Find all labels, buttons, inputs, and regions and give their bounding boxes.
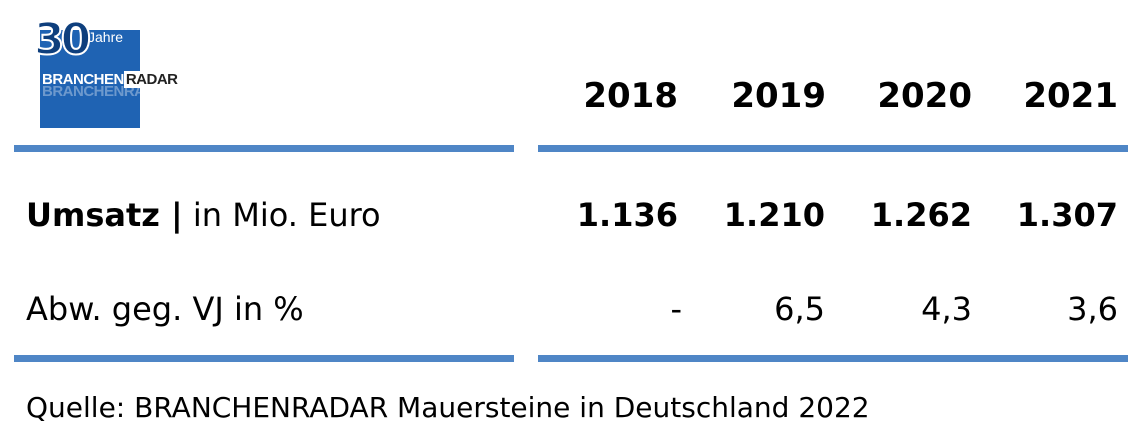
cell-umsatz-2021: 1.307: [1016, 196, 1118, 234]
logo-brand-accent: RADAR: [123, 71, 180, 88]
column-header-2018: 2018: [583, 76, 678, 116]
logo-anniversary-number: 30: [33, 13, 92, 66]
column-header-2019: 2019: [731, 76, 826, 116]
header-rule-right: [538, 145, 1128, 152]
logo-brand-main: BRANCHEN: [42, 71, 124, 88]
source-note: Quelle: BRANCHENRADAR Mauersteine in Deu…: [26, 391, 870, 424]
cell-abweichung-2020: 4,3: [921, 290, 972, 328]
cell-abweichung-2018: -: [670, 290, 682, 328]
cell-abweichung-2019: 6,5: [774, 290, 825, 328]
row-label-umsatz: Umsatz | in Mio. Euro: [26, 196, 381, 234]
row-label-abweichung: Abw. geg. VJ in %: [26, 290, 304, 328]
row-label-umsatz-rest: in Mio. Euro: [182, 196, 381, 234]
column-header-2021: 2021: [1023, 76, 1118, 116]
branchenradar-logo: 30 Jahre BRANCHENRADAR BRANCHEN RADAR: [33, 13, 180, 128]
cell-umsatz-2018: 1.136: [576, 196, 678, 234]
cell-abweichung-2021: 3,6: [1067, 290, 1118, 328]
column-header-2020: 2020: [877, 76, 972, 116]
header-rule-left: [14, 145, 514, 152]
footer-rule-right: [538, 355, 1128, 362]
footer-rule-left: [14, 355, 514, 362]
row-label-umsatz-bold: Umsatz |: [26, 196, 183, 234]
logo-brand: BRANCHEN RADAR: [42, 71, 180, 88]
cell-umsatz-2020: 1.262: [870, 196, 972, 234]
logo-jahre-text: Jahre: [88, 29, 124, 45]
cell-umsatz-2019: 1.210: [723, 196, 825, 234]
